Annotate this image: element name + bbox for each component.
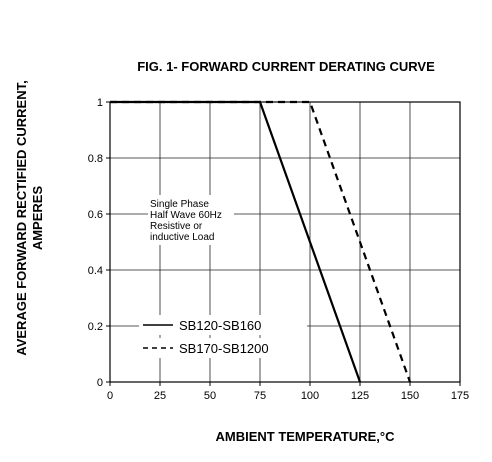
annotation-text: Single Phase <box>150 199 209 210</box>
legend-label: SB170-SB1200 <box>179 341 269 356</box>
legend-label: SB120-SB160 <box>179 318 261 333</box>
y-axis-label: AVERAGE FORWARD RECTIFIED CURRENT, <box>14 80 29 355</box>
y-tick-label: 0.8 <box>88 153 103 165</box>
y-tick-label: 0.6 <box>88 209 103 221</box>
y-tick-label: 0 <box>97 377 103 389</box>
y-tick-label: 0.2 <box>88 321 103 333</box>
x-tick-label: 150 <box>401 390 419 402</box>
y-tick-label: 1 <box>97 97 103 109</box>
series-line <box>110 100 412 383</box>
x-tick-label: 50 <box>204 390 216 402</box>
annotation-text: inductive Load <box>150 232 215 243</box>
legend-entry-background <box>139 315 307 335</box>
legend-entry-background <box>139 338 307 358</box>
x-tick-label: 125 <box>351 390 369 402</box>
annotation-background <box>148 195 234 245</box>
chart-title: FIG. 1- FORWARD CURRENT DERATING CURVE <box>137 59 435 74</box>
x-tick-label: 0 <box>107 390 113 402</box>
annotation-text: Resistive or <box>150 221 203 232</box>
y-axis-label-units: AMPERES <box>30 186 45 251</box>
x-tick-label: 175 <box>451 390 469 402</box>
x-axis-label: AMBIENT TEMPERATURE,°C <box>215 429 395 444</box>
y-tick-label: 0.4 <box>88 265 103 277</box>
x-tick-label: 75 <box>254 390 266 402</box>
x-tick-label: 25 <box>154 390 166 402</box>
x-tick-label: 100 <box>301 390 319 402</box>
annotation-text: Half Wave 60Hz <box>150 210 222 221</box>
